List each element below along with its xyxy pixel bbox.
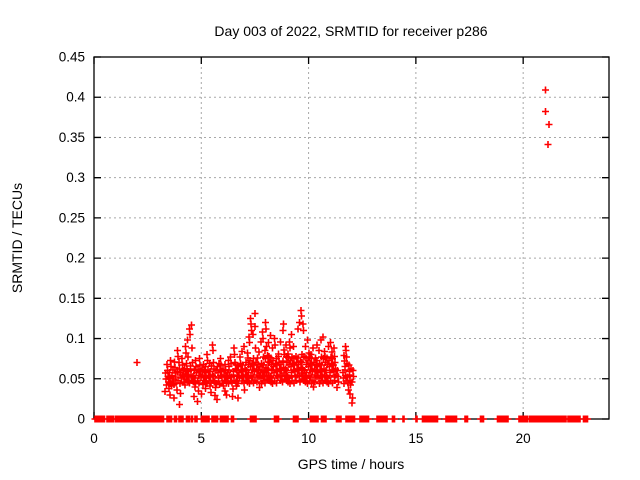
y-tick-label: 0.35 <box>59 130 85 145</box>
y-tick-label: 0 <box>77 412 85 427</box>
y-tick-label: 0.4 <box>66 90 85 105</box>
x-tick-label: 15 <box>408 431 423 446</box>
x-tick-label: 5 <box>198 431 206 446</box>
y-tick-label: 0.1 <box>66 331 85 346</box>
y-tick-label: 0.15 <box>59 291 85 306</box>
grid-lines <box>94 57 609 419</box>
x-axis-label: GPS time / hours <box>297 456 405 472</box>
chart-title: Day 003 of 2022, SRMTID for receiver p28… <box>214 23 488 39</box>
y-tick-label: 0.25 <box>59 210 85 225</box>
x-tick-label: 20 <box>516 431 531 446</box>
x-tick-label: 10 <box>301 431 316 446</box>
scatter-points <box>91 86 591 423</box>
y-tick-label: 0.05 <box>59 371 85 386</box>
y-tick-label: 0.3 <box>66 170 85 185</box>
y-tick-label: 0.2 <box>66 251 85 266</box>
y-tick-label: 0.45 <box>59 50 85 65</box>
x-tick-label: 0 <box>90 431 98 446</box>
